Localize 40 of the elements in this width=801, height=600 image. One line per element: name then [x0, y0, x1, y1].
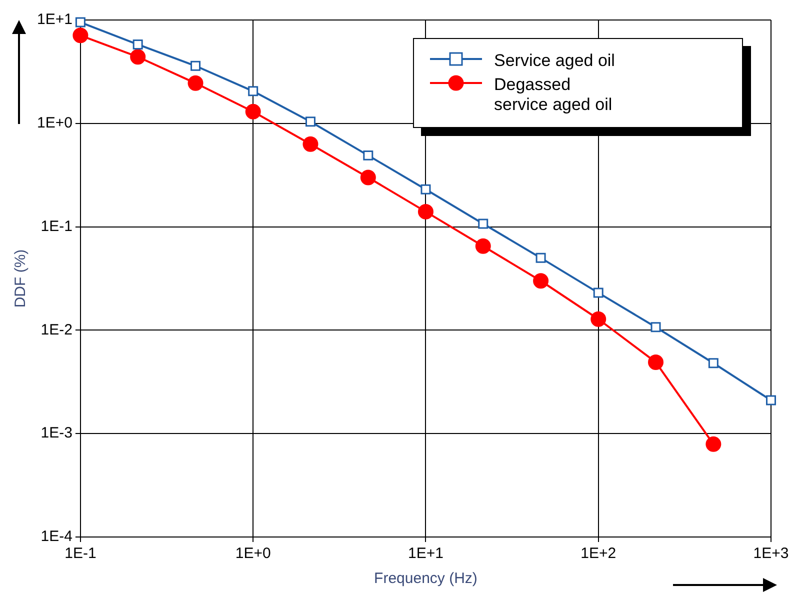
x-tick-label: 1E+3 [753, 545, 789, 562]
point [130, 49, 146, 65]
point [302, 136, 318, 152]
point [593, 288, 604, 298]
point [590, 311, 606, 327]
point [708, 358, 718, 368]
point [75, 17, 86, 28]
legend-label: Degassed service aged oil [494, 75, 614, 115]
point [245, 104, 261, 120]
x-tick-label: 1E-1 [64, 545, 96, 562]
point [363, 150, 374, 160]
x-tick-label: 1E+2 [580, 545, 616, 562]
point [706, 436, 722, 452]
point [650, 322, 661, 332]
y-tick-label: 1E-2 [40, 321, 72, 338]
point [478, 218, 488, 229]
point [248, 86, 258, 96]
y-tick-label: 1E+1 [36, 11, 72, 28]
point [418, 204, 434, 220]
point [132, 39, 143, 50]
point [533, 273, 549, 289]
y-tick-label: 1E-3 [40, 424, 72, 442]
point [766, 395, 776, 406]
y-tick-label: 1E-1 [40, 218, 72, 235]
point [420, 184, 431, 194]
y-axis-title: DDF (%) [12, 249, 30, 308]
legend-label: Service aged oil [494, 51, 616, 71]
point [190, 60, 201, 71]
point [536, 252, 546, 263]
x-tick-label: 1E+0 [235, 545, 271, 562]
point [648, 354, 664, 370]
point [188, 75, 204, 91]
y-tick-label: 1E+0 [36, 114, 72, 132]
x-axis-title: Frequency (Hz) [374, 570, 478, 588]
point [360, 170, 376, 186]
point [72, 28, 88, 44]
y-tick-label: 1E-4 [40, 528, 72, 546]
point [305, 116, 316, 127]
point [475, 238, 491, 254]
x-tick-label: 1E+1 [408, 545, 444, 562]
